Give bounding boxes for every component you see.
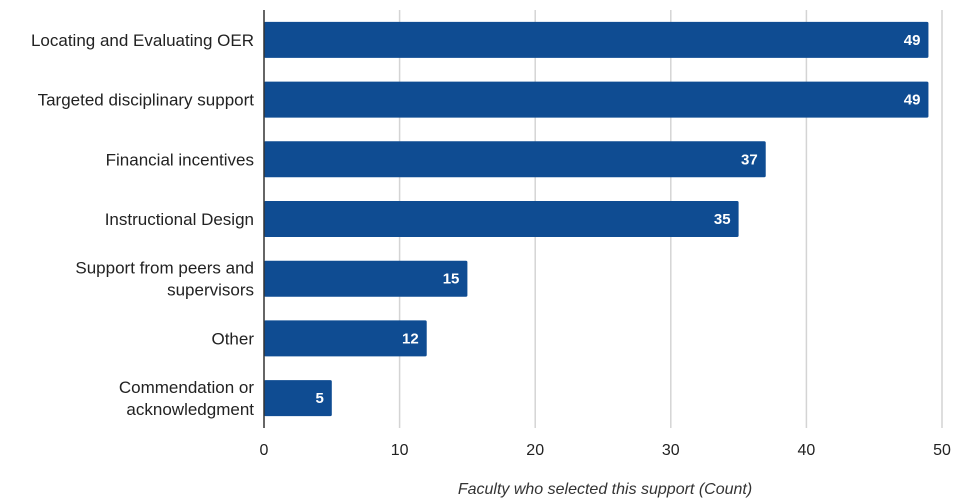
category-label: Targeted disciplinary support [38,91,255,110]
bar-value-labels: 49 49 37 35 15 12 5 [315,32,920,407]
category-label: Locating and Evaluating OER [31,31,254,50]
x-tick-label: 0 [260,442,269,459]
bar [264,320,427,357]
x-tick-label: 40 [798,442,816,459]
bars [264,21,929,417]
bar-value-label: 49 [904,92,921,109]
bar [264,260,468,297]
x-tick-label: 10 [391,442,409,459]
x-tick-label: 30 [662,442,680,459]
bar-value-label: 5 [315,390,323,407]
x-tick-label: 20 [526,442,544,459]
bar [264,81,929,118]
x-axis-title: Faculty who selected this support (Count… [458,481,752,498]
x-tick-labels: 0 10 20 30 40 50 [260,442,951,459]
category-label: Other [211,329,254,348]
bar-value-label: 15 [443,271,460,288]
category-label: Financial incentives [106,150,254,169]
bar [264,21,929,58]
bar-value-label: 12 [402,330,419,347]
x-tick-label: 50 [933,442,951,459]
category-label: Support from peers and supervisors [75,259,254,300]
bar-value-label: 37 [741,151,758,168]
bar-value-label: 49 [904,32,921,49]
bar [264,141,766,178]
category-label: Instructional Design [105,210,254,229]
bar [264,201,739,237]
bar-value-label: 35 [714,211,731,228]
category-label: Commendation or acknowledgment [119,378,254,419]
bar [264,380,332,417]
category-labels: Locating and Evaluating OER Targeted disc… [31,31,254,419]
